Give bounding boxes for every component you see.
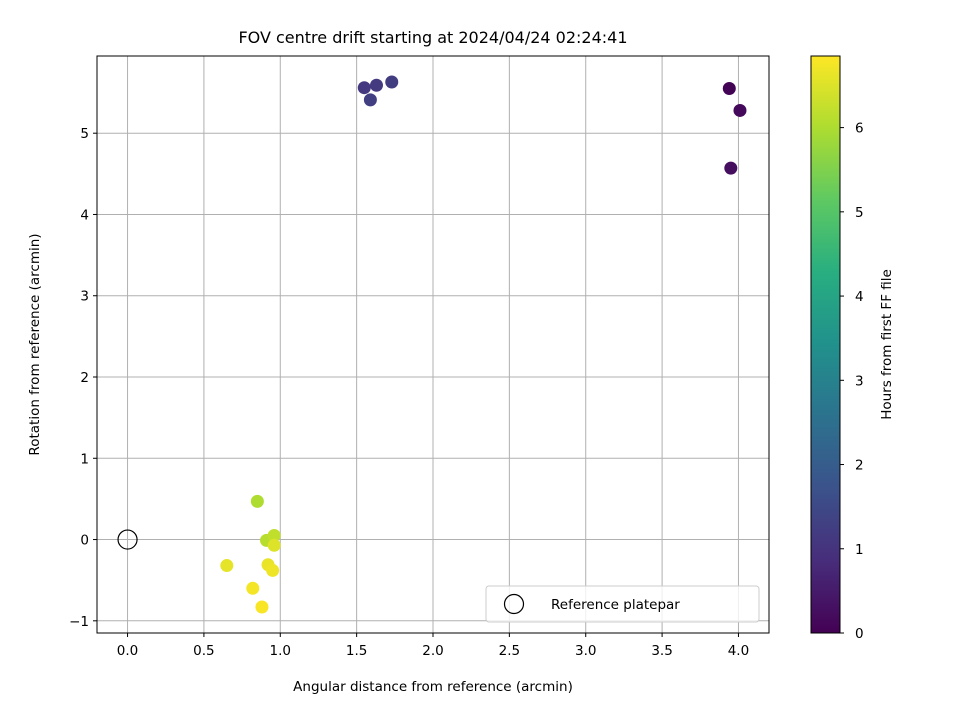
data-point	[267, 528, 281, 542]
x-tick-label: 0.5	[193, 643, 214, 659]
x-tick-label: 2.5	[499, 643, 520, 659]
grid	[97, 56, 769, 633]
colorbar-tick-label: 3	[855, 373, 864, 389]
legend-reference-marker	[503, 593, 525, 615]
y-tick-label: 1	[80, 451, 89, 467]
y-axis-label: Rotation from reference (arcmin)	[27, 233, 43, 455]
data-point	[220, 559, 234, 573]
reference-platepar-marker	[117, 529, 138, 550]
colorbar: 0 1 2 3 4 5 6 Hours from first FF file	[810, 55, 895, 642]
data-point	[255, 600, 269, 614]
x-tick-label: 1.5	[346, 643, 367, 659]
x-axis-label: Angular distance from reference (arcmin)	[293, 679, 573, 695]
legend-box	[485, 585, 760, 623]
data-point	[385, 75, 399, 89]
y-tick-label: 5	[80, 126, 89, 142]
data-point	[363, 93, 377, 107]
colorbar-tick-label: 6	[855, 121, 864, 137]
plot-frame	[96, 55, 770, 634]
x-tick-label: 3.0	[575, 643, 596, 659]
x-tick-label: 2.0	[422, 643, 443, 659]
data-point	[724, 161, 738, 175]
data-points	[220, 75, 747, 614]
colorbar-tick-label: 4	[855, 289, 864, 305]
data-point	[250, 494, 264, 508]
legend-label: Reference platepar	[551, 597, 680, 613]
data-point	[369, 78, 383, 92]
y-tick-label: 4	[80, 207, 89, 223]
y-tick-label: 2	[80, 370, 89, 386]
y-tick-label: 3	[80, 289, 89, 305]
x-tick-label: 1.0	[270, 643, 291, 659]
data-point	[267, 538, 281, 552]
x-tick-label: 4.0	[728, 643, 749, 659]
colorbar-tick-label: 0	[855, 626, 864, 642]
y-tick-label: 0	[80, 533, 89, 549]
colorbar-tick-label: 5	[855, 205, 864, 221]
x-tick-label: 0.0	[117, 643, 138, 659]
y-tick-label: −1	[69, 614, 89, 630]
x-tick-label: 3.5	[651, 643, 672, 659]
axis-ticks: 0.0 0.5 1.0 1.5 2.0 2.5 3.0 3.5 4.0 −1 0 1 2 3 4 5	[69, 126, 749, 659]
data-point	[722, 82, 736, 96]
colorbar-ticks: 0 1 2 3 4 5 6	[840, 121, 864, 642]
colorbar-gradient	[810, 55, 841, 634]
colorbar-tick-label: 2	[855, 458, 864, 474]
colorbar-tick-label: 1	[855, 542, 864, 558]
reference-marker-group	[117, 529, 138, 550]
data-point	[246, 581, 260, 595]
data-point	[357, 81, 371, 95]
chart-title: FOV centre drift starting at 2024/04/24 …	[238, 28, 627, 47]
legend: Reference platepar	[485, 585, 760, 623]
colorbar-label: Hours from first FF file	[879, 269, 895, 420]
data-point	[733, 103, 747, 117]
data-point	[266, 563, 280, 577]
